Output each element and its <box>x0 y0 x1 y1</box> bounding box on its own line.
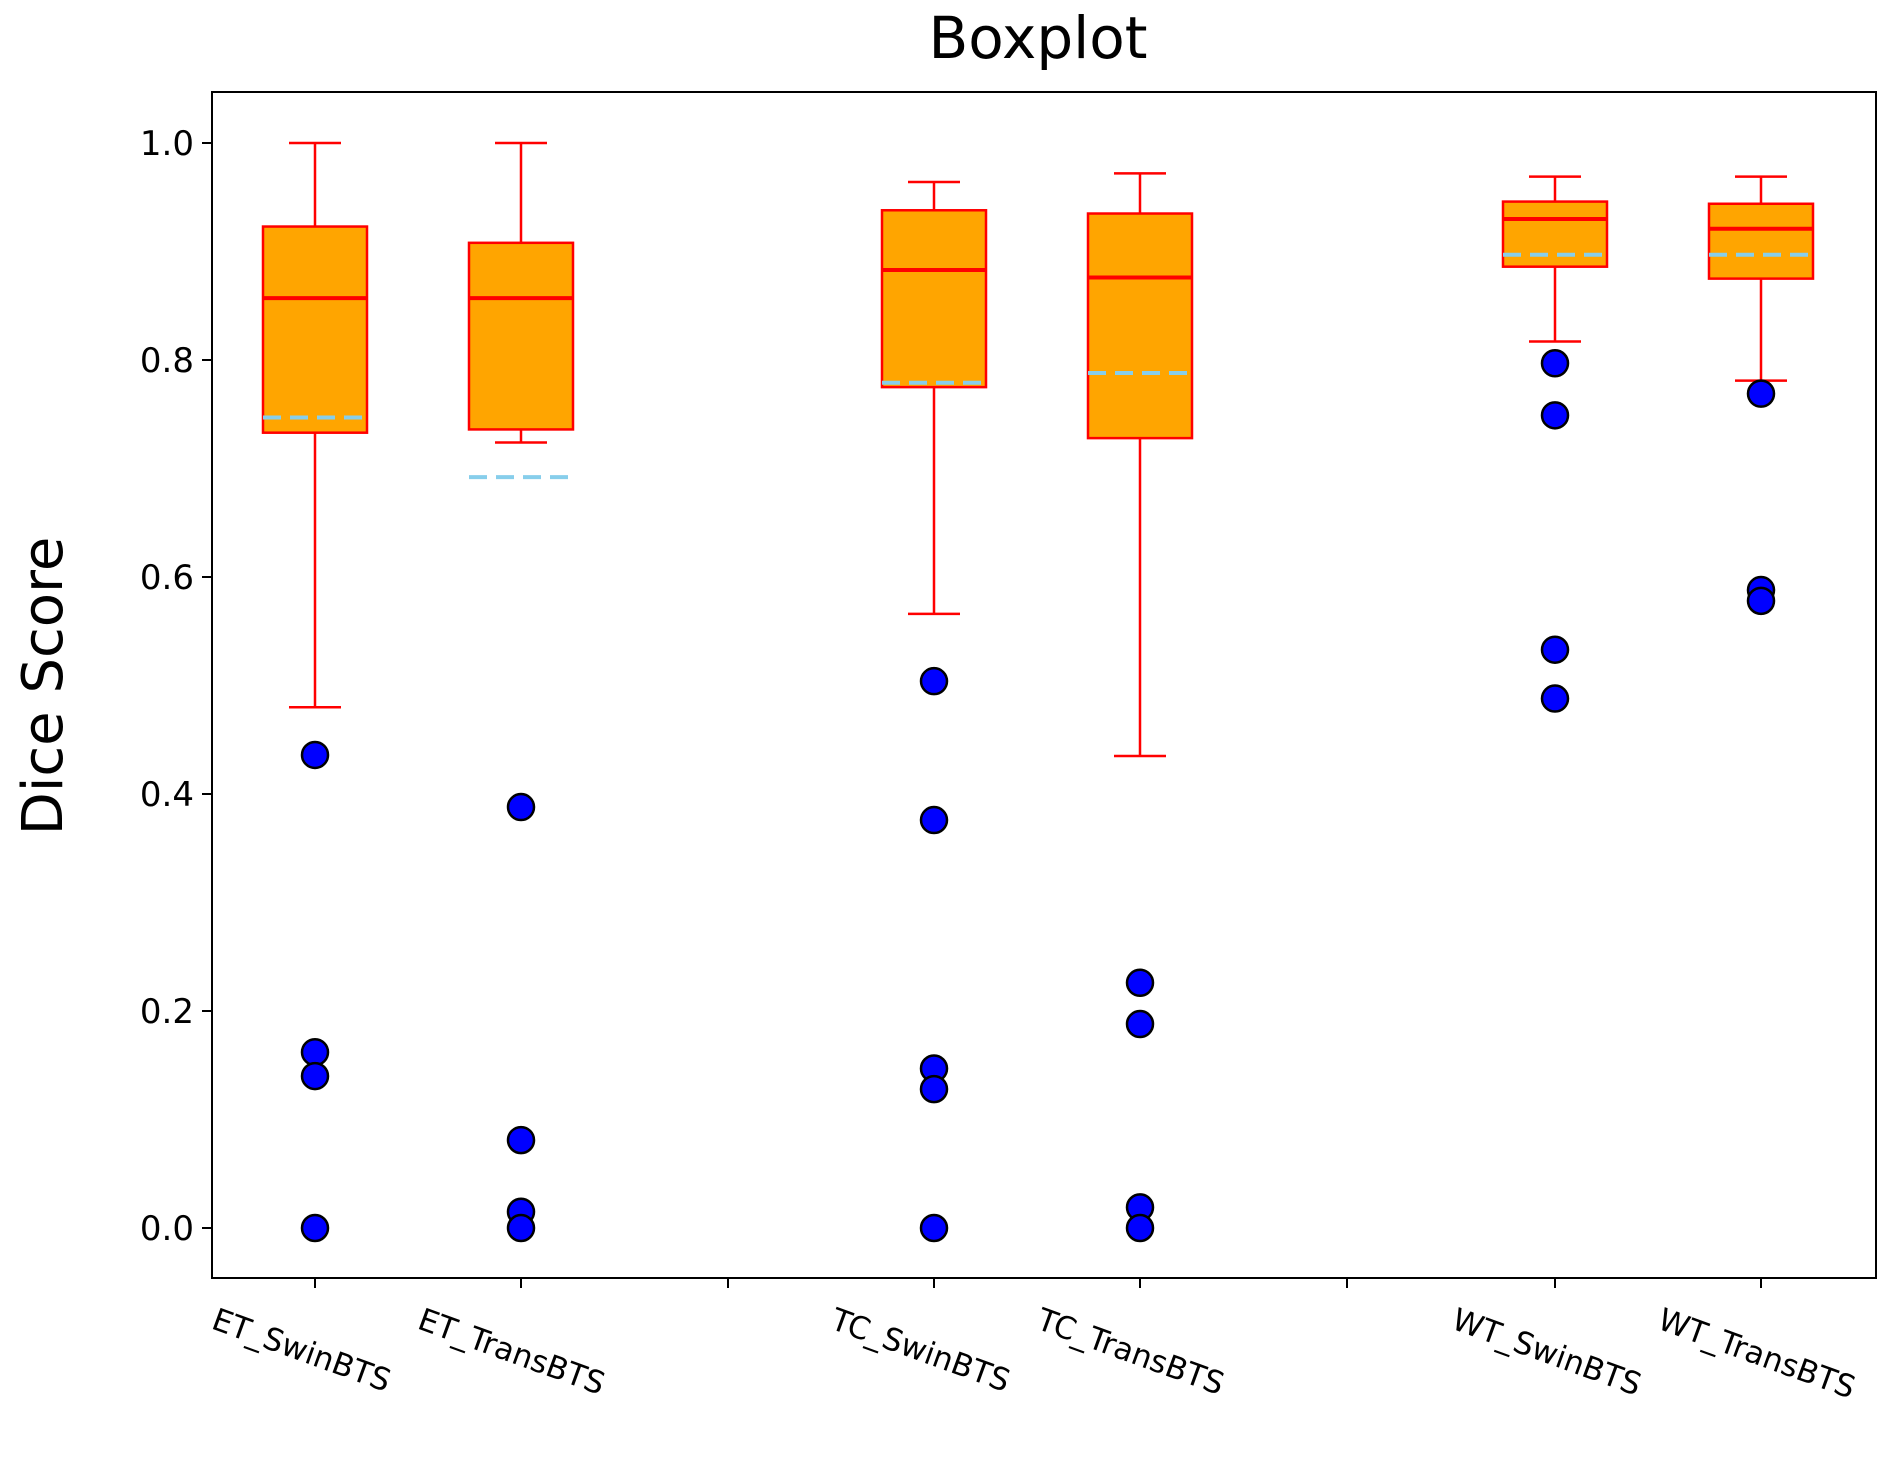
x-tick-label: WT_TransBTS <box>1653 1302 1860 1407</box>
x-tick-label: ET_TransBTS <box>413 1302 609 1403</box>
outlier-point <box>1540 349 1570 378</box>
outlier-point <box>1125 1009 1155 1039</box>
outlier-point <box>506 792 536 822</box>
plot-area: 0.0 0.2 0.4 0.6 0.8 1.0 ET_SwinBTS ET_TransBTS T… <box>140 124 1860 1406</box>
iqr-box <box>880 209 988 389</box>
iqr-box <box>1501 200 1609 268</box>
iqr-box <box>467 241 575 431</box>
outlier-point <box>919 1074 949 1104</box>
outlier-point <box>919 1213 949 1243</box>
outlier-point <box>1125 1213 1155 1243</box>
outlier-point <box>1540 635 1570 664</box>
outlier-point <box>1746 586 1776 616</box>
outlier-point <box>1540 684 1570 713</box>
box-WT_TransBTS <box>1707 175 1815 616</box>
chart-title: Boxplot <box>929 4 1148 72</box>
outlier-point <box>300 1037 330 1067</box>
outlier-point <box>506 1125 536 1155</box>
x-tick-label: TC_SwinBTS <box>825 1301 1014 1399</box>
iqr-box <box>1086 212 1194 440</box>
y-tick-label: 0.4 <box>140 775 194 815</box>
outlier-point <box>300 740 330 770</box>
outlier-point <box>300 1061 330 1091</box>
y-tick-label: 0.0 <box>140 1209 194 1249</box>
box-TC_TransBTS <box>1086 172 1194 1243</box>
box-WT_SwinBTS <box>1501 175 1609 713</box>
x-tick-label: TC_TransBTS <box>1031 1301 1229 1402</box>
box-ET_SwinBTS <box>261 141 369 1243</box>
iqr-box <box>1707 202 1815 280</box>
box-ET_TransBTS <box>467 141 575 1243</box>
y-tick-label: 1.0 <box>140 124 194 164</box>
box-TC_SwinBTS <box>880 180 988 1243</box>
outlier-point <box>1540 401 1570 430</box>
outlier-point <box>919 805 949 835</box>
y-tick-label: 0.6 <box>140 558 194 598</box>
outlier-point <box>1746 379 1776 408</box>
y-axis-label: Dice Score <box>11 537 76 836</box>
axes-frame <box>211 91 1877 1279</box>
outlier-point <box>1125 968 1155 998</box>
y-tick-label: 0.2 <box>140 992 194 1032</box>
outlier-point <box>506 1213 536 1243</box>
outlier-point <box>300 1213 330 1243</box>
y-tick-label: 0.8 <box>140 341 194 381</box>
x-tick-label: ET_SwinBTS <box>207 1302 395 1400</box>
x-tick-label: WT_SwinBTS <box>1447 1302 1646 1404</box>
iqr-box <box>261 225 369 434</box>
outlier-point <box>919 666 949 696</box>
